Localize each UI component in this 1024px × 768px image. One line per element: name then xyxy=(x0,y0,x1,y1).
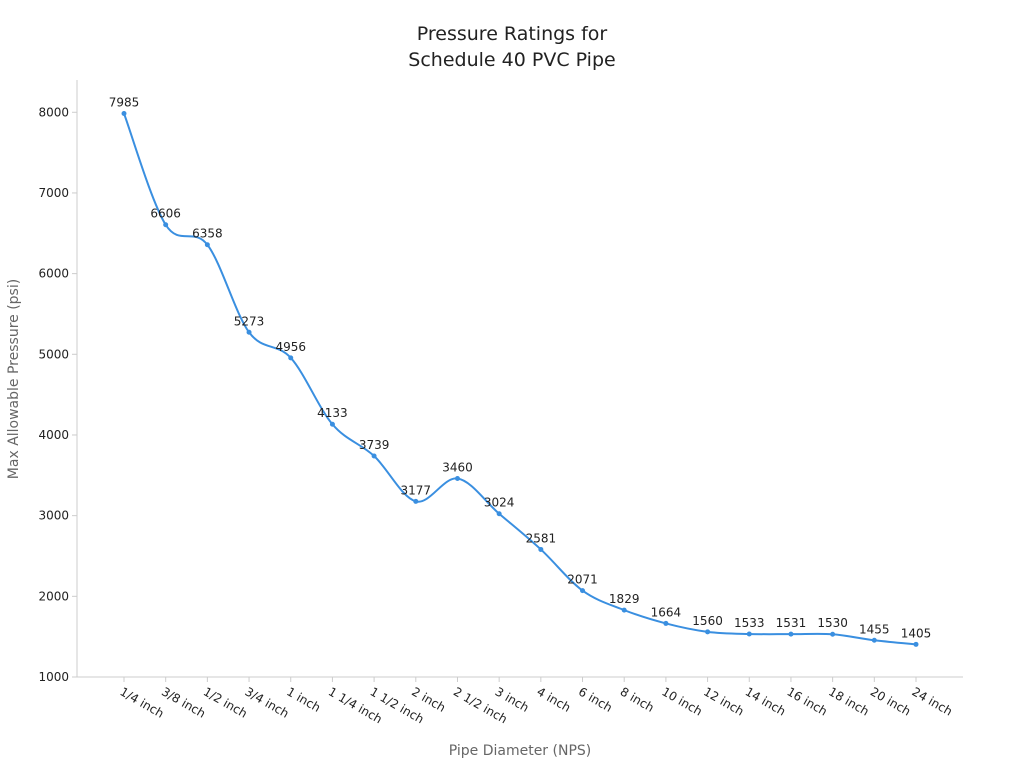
point xyxy=(496,511,502,517)
y-tick-label: 5000 xyxy=(38,347,69,361)
value-label: 3177 xyxy=(401,483,432,497)
x-tick-label: 1/4 inch xyxy=(118,684,167,720)
y-tick-label: 7000 xyxy=(38,186,69,200)
line xyxy=(123,113,917,646)
x-tick-label: 12 inch xyxy=(701,684,746,718)
point xyxy=(621,607,627,613)
point xyxy=(121,110,127,116)
y-tick-label: 8000 xyxy=(38,105,69,119)
point xyxy=(288,355,294,361)
point xyxy=(871,637,877,643)
point xyxy=(788,631,794,637)
x-tick-label: 16 inch xyxy=(784,684,829,718)
value-label: 1664 xyxy=(651,605,682,619)
value-label: 1405 xyxy=(901,626,932,640)
value-label: 1455 xyxy=(859,622,890,636)
point xyxy=(204,242,210,248)
y-tick-label: 2000 xyxy=(38,589,69,603)
point xyxy=(746,631,752,637)
value-label: 3739 xyxy=(359,438,390,452)
value-label: 3024 xyxy=(484,496,515,510)
point xyxy=(830,631,836,637)
point xyxy=(413,498,419,504)
point xyxy=(246,329,252,335)
y-tick-label: 1000 xyxy=(38,670,69,684)
x-tick-label: 14 inch xyxy=(743,684,788,718)
value-label: 1829 xyxy=(609,592,640,606)
value-label: 1530 xyxy=(817,616,848,630)
x-tick-label: 4 inch xyxy=(534,684,573,714)
point xyxy=(705,629,711,635)
point xyxy=(454,476,460,482)
point xyxy=(663,620,669,626)
value-label: 4133 xyxy=(317,406,348,420)
value-label: 1533 xyxy=(734,616,765,630)
x-tick-label: 3/8 inch xyxy=(159,684,208,720)
value-label: 6606 xyxy=(150,207,181,221)
point xyxy=(371,453,377,459)
x-tick-label: 10 inch xyxy=(659,684,704,718)
value-label: 6358 xyxy=(192,227,223,241)
x-tick-label: 24 inch xyxy=(910,684,955,718)
value-label: 3460 xyxy=(442,461,473,475)
chart-title: Pressure Ratings for xyxy=(417,23,608,45)
y-tick-label: 4000 xyxy=(38,428,69,442)
point xyxy=(538,546,544,552)
x-tick-label: 20 inch xyxy=(868,684,913,718)
chart-title: Schedule 40 PVC Pipe xyxy=(408,49,615,71)
y-tick-label: 3000 xyxy=(38,509,69,523)
value-label: 5273 xyxy=(234,314,265,328)
x-tick-label: 8 inch xyxy=(618,684,657,714)
value-label: 2581 xyxy=(526,531,557,545)
point xyxy=(329,421,335,427)
value-label: 1531 xyxy=(776,616,807,630)
value-label: 4956 xyxy=(275,340,306,354)
point xyxy=(163,222,169,228)
x-tick-label: 1/2 inch xyxy=(201,684,250,720)
y-tick-label: 6000 xyxy=(38,267,69,281)
value-label: 1560 xyxy=(692,614,723,628)
x-tick-label: 6 inch xyxy=(576,684,615,714)
x-tick-label: 3/4 inch xyxy=(243,684,292,720)
point xyxy=(580,588,586,594)
x-tick-label: 18 inch xyxy=(826,684,871,718)
point xyxy=(913,641,919,647)
x-axis-title: Pipe Diameter (NPS) xyxy=(449,743,592,759)
value-label: 2071 xyxy=(567,573,598,587)
y-axis-title: Max Allowable Pressure (psi) xyxy=(6,279,22,479)
value-label: 7985 xyxy=(109,95,140,109)
